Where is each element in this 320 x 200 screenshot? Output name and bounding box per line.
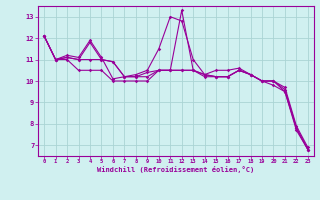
X-axis label: Windchill (Refroidissement éolien,°C): Windchill (Refroidissement éolien,°C) [97, 166, 255, 173]
